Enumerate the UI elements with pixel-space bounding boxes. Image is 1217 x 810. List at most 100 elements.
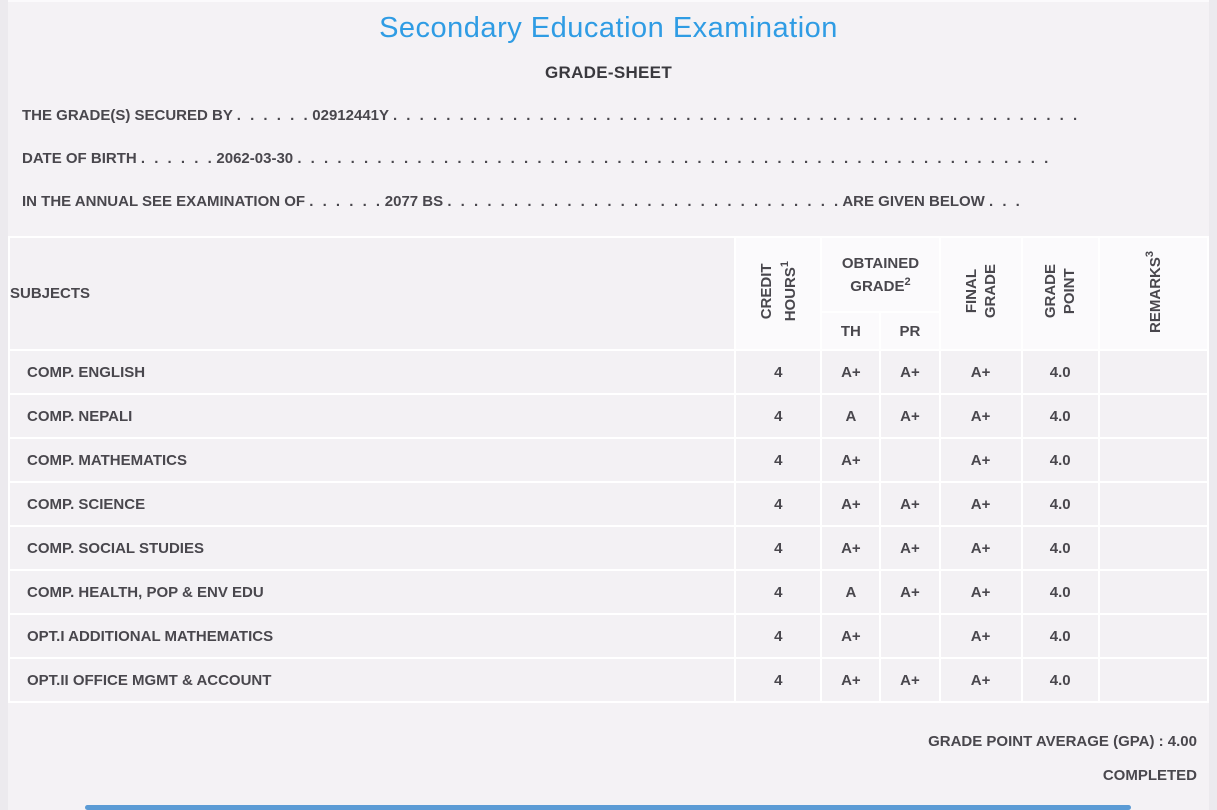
table-row: COMP. ENGLISH 4 A+ A+ A+ 4.0 bbox=[7, 349, 1210, 395]
credit-hours-cell: 4 bbox=[734, 481, 823, 527]
info-label-tail: ARE GIVEN BELOW bbox=[842, 193, 985, 210]
final-grade-cell: A+ bbox=[938, 525, 1023, 571]
remarks-cell bbox=[1097, 349, 1210, 395]
completion-status: COMPLETED bbox=[1102, 767, 1197, 784]
final-grade-cell: A+ bbox=[938, 569, 1023, 615]
column-header-final-grade: FINAL GRADE bbox=[938, 236, 1023, 351]
grade-point-cell: 4.0 bbox=[1020, 525, 1100, 571]
dotted-leader: . . . bbox=[989, 193, 1021, 210]
dotted-leader: . . . . . . bbox=[140, 150, 213, 167]
table-row: COMP. SCIENCE 4 A+ A+ A+ 4.0 bbox=[7, 481, 1210, 527]
remarks-cell bbox=[1097, 525, 1210, 571]
exam-year-value: 2077 BS bbox=[384, 193, 444, 210]
info-label: DATE OF BIRTH bbox=[22, 150, 137, 167]
column-header-subjects: SUBJECTS bbox=[7, 236, 737, 351]
final-grade-cell: A+ bbox=[938, 349, 1023, 395]
sheet-container: Secondary Education Examination GRADE-SH… bbox=[7, 0, 1210, 810]
th-grade-cell: A+ bbox=[820, 349, 882, 395]
remarks-cell bbox=[1097, 613, 1210, 659]
horizontal-scrollbar[interactable] bbox=[85, 805, 1131, 810]
th-grade-cell: A bbox=[820, 569, 882, 615]
dotted-leader: . . . . . . bbox=[236, 107, 309, 124]
credit-hours-cell: 4 bbox=[734, 349, 823, 395]
remarks-cell bbox=[1097, 481, 1210, 527]
credit-hours-cell: 4 bbox=[734, 525, 823, 571]
final-grade-cell: A+ bbox=[938, 613, 1023, 659]
info-line-exam-year: IN THE ANNUAL SEE EXAMINATION OF . . . .… bbox=[22, 193, 1209, 210]
grade-point-cell: 4.0 bbox=[1020, 481, 1100, 527]
subject-cell: OPT.II OFFICE MGMT & ACCOUNT bbox=[7, 657, 737, 703]
grade-point-cell: 4.0 bbox=[1020, 657, 1100, 703]
pr-grade-cell: A+ bbox=[879, 393, 941, 439]
grade-point-cell: 4.0 bbox=[1020, 393, 1100, 439]
column-header-remarks: REMARKS3 bbox=[1097, 236, 1210, 351]
table-row: OPT.II OFFICE MGMT & ACCOUNT 4 A+ A+ A+ … bbox=[7, 657, 1210, 703]
th-grade-cell: A+ bbox=[820, 481, 882, 527]
grade-point-cell: 4.0 bbox=[1020, 437, 1100, 483]
grade-point-cell: 4.0 bbox=[1020, 569, 1100, 615]
subject-cell: COMP. MATHEMATICS bbox=[7, 437, 737, 483]
subject-cell: COMP. SCIENCE bbox=[7, 481, 737, 527]
page-title: Secondary Education Examination bbox=[379, 12, 838, 44]
final-grade-cell: A+ bbox=[938, 437, 1023, 483]
final-grade-cell: A+ bbox=[938, 393, 1023, 439]
pr-grade-cell: A+ bbox=[879, 657, 941, 703]
table-row: COMP. SOCIAL STUDIES 4 A+ A+ A+ 4.0 bbox=[7, 525, 1210, 571]
remarks-cell bbox=[1097, 393, 1210, 439]
final-grade-cell: A+ bbox=[938, 657, 1023, 703]
credit-hours-label: CREDIT HOURS1 bbox=[757, 261, 799, 322]
grade-point-cell: 4.0 bbox=[1020, 613, 1100, 659]
pr-grade-cell: A+ bbox=[879, 569, 941, 615]
result-summary: GRADE POINT AVERAGE (GPA) : 4.00 COMPLET… bbox=[8, 733, 1209, 784]
column-header-obtained-grade: OBTAINED GRADE2 bbox=[820, 236, 941, 313]
table-row: COMP. MATHEMATICS 4 A+ A+ 4.0 bbox=[7, 437, 1210, 483]
remarks-cell bbox=[1097, 657, 1210, 703]
final-grade-cell: A+ bbox=[938, 481, 1023, 527]
gpa-summary: GRADE POINT AVERAGE (GPA) : 4.00 bbox=[8, 733, 1209, 750]
pr-grade-cell bbox=[879, 613, 941, 659]
th-grade-cell: A+ bbox=[820, 613, 882, 659]
table-row: COMP. HEALTH, POP & ENV EDU 4 A A+ A+ 4.… bbox=[7, 569, 1210, 615]
th-grade-cell: A bbox=[820, 393, 882, 439]
grade-point-cell: 4.0 bbox=[1020, 349, 1100, 395]
th-grade-cell: A+ bbox=[820, 657, 882, 703]
subject-cell: COMP. NEPALI bbox=[7, 393, 737, 439]
date-of-birth-value: 2062-03-30 bbox=[216, 150, 294, 167]
grades-table: SUBJECTS CREDIT HOURS1 OBTAINED GRADE2 F… bbox=[7, 236, 1210, 703]
remarks-cell bbox=[1097, 437, 1210, 483]
pr-grade-cell: A+ bbox=[879, 349, 941, 395]
gpa-label: GRADE POINT AVERAGE (GPA) : bbox=[928, 733, 1164, 750]
column-header-grade-point: GRADE POINT bbox=[1020, 236, 1100, 351]
credit-hours-cell: 4 bbox=[734, 613, 823, 659]
credit-hours-cell: 4 bbox=[734, 569, 823, 615]
table-row: OPT.I ADDITIONAL MATHEMATICS 4 A+ A+ 4.0 bbox=[7, 613, 1210, 659]
info-line-grades-secured-by: THE GRADE(S) SECURED BY . . . . . . 0291… bbox=[22, 107, 1209, 124]
credit-hours-cell: 4 bbox=[734, 657, 823, 703]
info-line-date-of-birth: DATE OF BIRTH . . . . . . 2062-03-30 . .… bbox=[22, 150, 1209, 167]
subject-cell: COMP. SOCIAL STUDIES bbox=[7, 525, 737, 571]
column-header-pr: PR bbox=[879, 311, 941, 351]
dotted-leader: . . . . . . . . . . . . . . . . . . . . … bbox=[392, 107, 1078, 124]
dotted-leader: . . . . . . . . . . . . . . . . . . . . … bbox=[297, 150, 1049, 167]
dotted-leader: . . . . . . bbox=[309, 193, 381, 210]
table-row: COMP. NEPALI 4 A A+ A+ 4.0 bbox=[7, 393, 1210, 439]
pr-grade-cell: A+ bbox=[879, 481, 941, 527]
subject-cell: OPT.I ADDITIONAL MATHEMATICS bbox=[7, 613, 737, 659]
page-subtitle: GRADE-SHEET bbox=[544, 63, 673, 82]
symbol-number-value: 02912441Y bbox=[312, 107, 389, 124]
dotted-leader: . . . . . . . . . . . . . . . . . . . . … bbox=[447, 193, 839, 210]
pr-grade-cell bbox=[879, 437, 941, 483]
final-grade-label: FINAL GRADE bbox=[962, 264, 999, 319]
gpa-value: 4.00 bbox=[1167, 733, 1197, 750]
th-grade-cell: A+ bbox=[820, 525, 882, 571]
column-header-credit-hours: CREDIT HOURS1 bbox=[734, 236, 823, 351]
column-header-th: TH bbox=[820, 311, 882, 351]
subject-cell: COMP. HEALTH, POP & ENV EDU bbox=[7, 569, 737, 615]
info-label: THE GRADE(S) SECURED BY bbox=[22, 107, 233, 124]
obtained-grade-label: OBTAINED GRADE2 bbox=[841, 254, 920, 295]
th-grade-cell: A+ bbox=[820, 437, 882, 483]
pr-grade-cell: A+ bbox=[879, 525, 941, 571]
remarks-cell bbox=[1097, 569, 1210, 615]
credit-hours-cell: 4 bbox=[734, 437, 823, 483]
